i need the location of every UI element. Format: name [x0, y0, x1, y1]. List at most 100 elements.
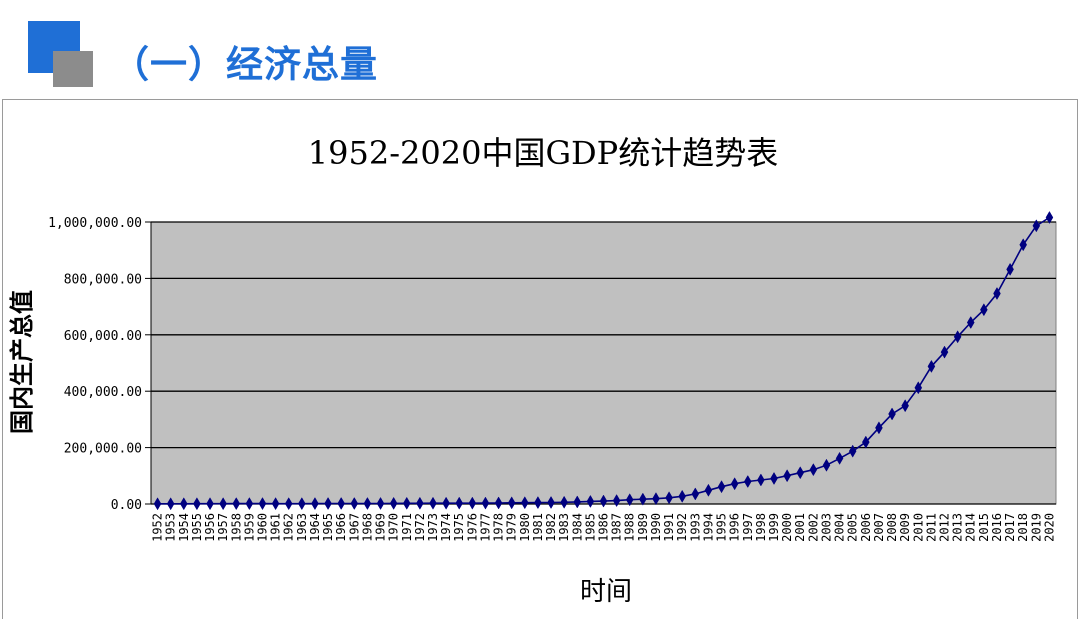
data-point	[468, 496, 477, 510]
data-point	[652, 492, 660, 506]
data-point	[193, 497, 201, 511]
y-tick-label: 0.00	[111, 498, 142, 513]
x-tick-label: 2013	[951, 513, 965, 542]
data-point	[547, 495, 555, 509]
x-tick-label: 1987	[610, 513, 624, 542]
data-point	[534, 496, 542, 510]
x-tick-label: 1971	[400, 513, 414, 542]
chart-frame: 1952-2020中国GDP统计趋势表 国内生产总值 时间 0.00 200,00…	[2, 99, 1078, 619]
data-point	[206, 497, 214, 511]
data-point	[1032, 219, 1041, 233]
x-tick-label: 1976	[465, 513, 479, 542]
data-point	[665, 491, 673, 505]
data-point	[888, 407, 896, 421]
x-tick-label: 1994	[701, 513, 715, 542]
x-tick-label: 1998	[754, 513, 768, 542]
data-point	[848, 444, 857, 458]
x-tick-label: 1988	[623, 513, 637, 542]
x-tick-label: 2017	[1003, 513, 1017, 542]
x-tick-label: 1967	[347, 513, 361, 542]
x-tick-label: 2020	[1042, 513, 1056, 542]
data-point	[743, 475, 752, 489]
y-tick-label: 800,000.00	[64, 272, 142, 287]
data-point	[1006, 262, 1014, 276]
data-point	[757, 473, 765, 487]
data-point	[560, 495, 568, 509]
data-point	[822, 458, 831, 472]
x-tick-label: 1993	[688, 513, 702, 542]
x-tick-label: 2015	[977, 513, 991, 542]
data-point	[809, 463, 818, 477]
data-point	[521, 496, 529, 510]
plot-area: 0.00 200,000.00 400,000.00 600,000.00 800,00…	[48, 210, 1057, 542]
x-tick-label: 2014	[964, 513, 978, 542]
x-tick-label: 2018	[1016, 513, 1030, 542]
data-point	[953, 330, 962, 344]
x-tick-label: 2012	[938, 513, 952, 542]
x-tick-label: 1958	[229, 513, 243, 542]
x-tick-label: 2008	[885, 513, 899, 542]
data-point	[770, 471, 778, 485]
x-tick-label: 2007	[872, 513, 886, 542]
x-tick-label: 1979	[505, 513, 519, 542]
x-tick-label: 2016	[990, 513, 1004, 542]
x-tick-label: 1968	[360, 513, 374, 542]
y-axis-title: 国内生产总值	[7, 290, 36, 434]
x-tick-label: 1954	[177, 513, 191, 542]
x-tick-label: 2011	[924, 513, 938, 542]
x-tick-label: 1995	[715, 513, 729, 542]
data-point	[612, 494, 621, 508]
data-point	[1045, 210, 1054, 224]
data-point	[245, 497, 254, 511]
data-point	[730, 477, 739, 491]
x-tick-label: 2002	[806, 513, 820, 542]
gdp-line-chart: 1952-2020中国GDP统计趋势表 国内生产总值 时间 0.00 200,00…	[7, 134, 1057, 607]
data-point	[927, 359, 936, 373]
data-point	[494, 496, 503, 510]
data-point	[337, 496, 345, 510]
x-tick-label: 2003	[819, 513, 833, 542]
data-point	[166, 497, 175, 511]
x-tick-label: 1992	[675, 513, 689, 542]
x-tick-label: 1965	[321, 513, 335, 542]
x-tick-label: 2000	[780, 513, 794, 542]
x-tick-label: 2019	[1029, 513, 1043, 542]
data-point	[442, 496, 450, 510]
x-tick-label: 2010	[911, 513, 925, 542]
x-tick-label: 2006	[859, 513, 873, 542]
x-tick-label: 2004	[833, 513, 847, 542]
x-tick-label: 1986	[597, 513, 611, 542]
data-point	[232, 497, 241, 511]
data-point	[429, 496, 437, 510]
plot-background	[150, 221, 1057, 505]
x-tick-label: 1999	[767, 513, 781, 542]
x-tick-label: 1997	[741, 513, 755, 542]
x-tick-label: 2009	[898, 513, 912, 542]
data-point	[271, 497, 280, 511]
data-point	[416, 496, 424, 510]
data-point	[455, 496, 464, 510]
y-tick-label: 1,000,000.00	[48, 216, 142, 231]
x-tick-label: 1981	[531, 513, 545, 542]
x-tick-label: 1964	[308, 513, 322, 542]
x-tick-label: 1955	[190, 513, 204, 542]
x-tick-label: 1961	[269, 513, 283, 542]
x-tick-label: 1977	[478, 513, 492, 542]
slide-title: （一）经济总量	[112, 43, 378, 86]
x-tick-label: 1989	[636, 513, 650, 542]
data-point	[940, 345, 949, 359]
x-tick-label: 1963	[295, 513, 309, 542]
data-point	[402, 496, 411, 510]
data-point	[363, 497, 372, 511]
x-tick-label: 1984	[570, 513, 584, 542]
data-point	[180, 497, 188, 511]
data-point	[586, 494, 595, 508]
x-tick-label: 1991	[662, 513, 676, 542]
data-point	[639, 492, 647, 506]
x-tick-label: 1983	[557, 513, 571, 542]
data-point	[901, 399, 909, 413]
x-tick-label: 1972	[413, 513, 427, 542]
data-point	[298, 497, 306, 511]
x-tick-label: 1975	[452, 513, 466, 542]
data-point	[678, 489, 686, 503]
